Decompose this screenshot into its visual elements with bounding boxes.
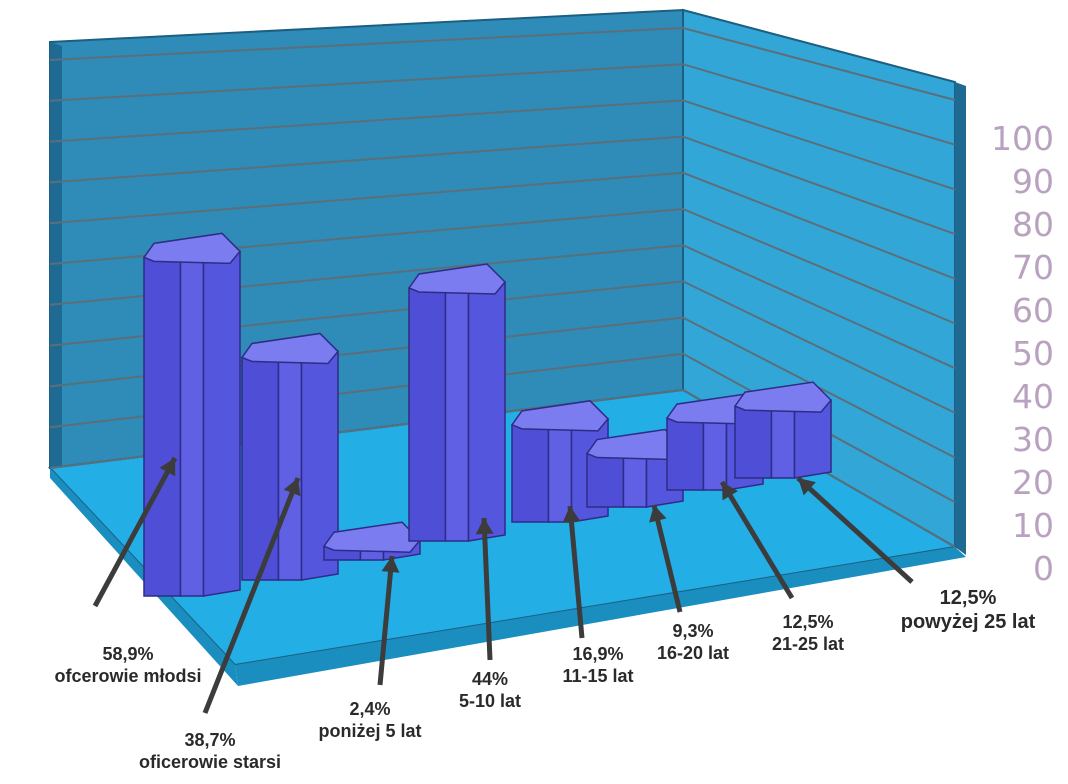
bar-category-label: ofcerowie młodsi — [54, 666, 201, 686]
label-arrow — [796, 476, 914, 584]
bar-value-label: 16,9% — [572, 644, 623, 664]
bar-category-label: poniżej 5 lat — [318, 721, 421, 741]
bar-face — [277, 356, 303, 581]
bar-face — [179, 256, 205, 597]
y-tick-label: 80 — [1012, 205, 1054, 244]
y-axis-ticks: 0 10 20 30 40 50 60 70 80 90 100 — [991, 119, 1054, 588]
bar-category-label: 16-20 lat — [657, 643, 729, 663]
bar-face — [143, 256, 182, 597]
label-arrow — [202, 477, 301, 714]
arrow-head — [475, 518, 494, 535]
arrow-head — [562, 506, 581, 523]
bar — [407, 263, 507, 542]
y-tick-label: 10 — [1012, 506, 1054, 545]
gridline — [49, 280, 956, 414]
side-wall-edge — [955, 82, 966, 555]
gridline — [49, 171, 956, 280]
label-arrow — [567, 505, 585, 639]
bar-category-label: powyżej 25 lat — [901, 611, 1036, 633]
bar-category-label: 11-15 lat — [562, 666, 633, 686]
y-tick-label: 40 — [1012, 377, 1054, 416]
back-wall-edge — [50, 42, 62, 470]
gridline — [49, 207, 956, 325]
bar — [240, 332, 340, 581]
arrow-head — [798, 478, 816, 496]
y-tick-label: 0 — [1033, 549, 1054, 588]
bar-category-label: oficerowie starsi — [139, 752, 281, 772]
gridline — [49, 135, 956, 236]
label-arrow — [651, 504, 683, 613]
bar-face — [666, 417, 705, 491]
arrow-head — [722, 482, 738, 501]
bar-value-label: 12,5% — [782, 612, 833, 632]
bar-value-label: 9,3% — [672, 621, 713, 641]
y-tick-label: 100 — [991, 119, 1054, 158]
bar-face — [622, 452, 648, 508]
bar-face — [444, 287, 470, 542]
bar — [322, 521, 422, 561]
y-tick-label: 90 — [1012, 162, 1054, 201]
bar-face — [586, 452, 625, 508]
bar-category-label: 21-25 lat — [772, 634, 844, 654]
bar-face — [408, 287, 447, 542]
y-tick-label: 30 — [1012, 420, 1054, 459]
gridline — [49, 99, 956, 191]
chart-arrows — [92, 456, 914, 714]
label-arrow — [92, 456, 178, 608]
label-arrow — [481, 517, 493, 661]
bar-value-label: 58,9% — [102, 644, 153, 664]
bar-top — [407, 263, 507, 295]
chart-bars — [142, 232, 833, 597]
bar-face — [770, 405, 796, 479]
gridline — [49, 26, 956, 101]
arrow-head — [159, 458, 176, 477]
arrow-head — [381, 556, 400, 573]
bar — [733, 381, 833, 479]
bar-value-label: 38,7% — [184, 730, 235, 750]
bar-value-label: 12,5% — [940, 587, 997, 609]
bar-face — [202, 250, 241, 597]
bar-face — [467, 281, 506, 542]
bar-face — [702, 417, 728, 491]
bar-face — [511, 424, 550, 523]
arrow-head — [649, 505, 667, 523]
y-tick-label: 50 — [1012, 334, 1054, 373]
bar-labels: 58,9%ofcerowie młodsi 38,7%oficerowie sta… — [54, 587, 1035, 772]
bar — [142, 232, 242, 597]
bar-category-label: 5-10 lat — [459, 691, 521, 711]
bar-value-label: 44% — [472, 669, 508, 689]
label-arrow — [377, 555, 395, 686]
bar-top — [733, 381, 833, 413]
gridline — [49, 244, 956, 370]
y-tick-label: 20 — [1012, 463, 1054, 502]
bar-top — [510, 400, 610, 432]
arrow-head — [283, 478, 301, 497]
bar-top — [240, 332, 340, 365]
label-arrow — [719, 480, 795, 600]
bar-face — [734, 405, 773, 479]
bar-top — [142, 232, 242, 265]
y-tick-label: 60 — [1012, 291, 1054, 330]
y-tick-label: 70 — [1012, 248, 1054, 287]
gridline — [49, 63, 956, 146]
bar-value-label: 2,4% — [349, 699, 390, 719]
